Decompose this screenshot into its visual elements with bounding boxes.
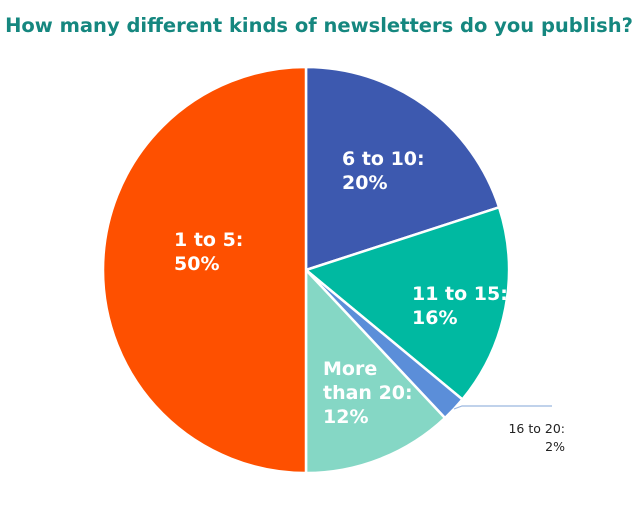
pie-slice <box>303 205 511 402</box>
pie-slice <box>101 65 308 475</box>
slice-label: 12% <box>323 406 368 428</box>
pie-slice <box>304 266 447 475</box>
chart-title: How many different kinds of newsletters … <box>5 14 633 37</box>
slice-label: 16 to 20: <box>508 421 565 436</box>
slice-label: 11 to 15: <box>412 283 508 305</box>
pie-slice <box>304 65 501 272</box>
slice-label: 16% <box>412 307 457 329</box>
slice-label: 50% <box>174 253 219 275</box>
slice-label: 6 to 10: <box>342 148 425 170</box>
slice-label: 2% <box>545 439 565 454</box>
slice-label: More <box>323 358 377 380</box>
slice-label: 1 to 5: <box>174 229 243 251</box>
slice-label: than 20: <box>323 382 413 404</box>
leader-line <box>453 405 552 410</box>
slice-label: 20% <box>342 172 387 194</box>
